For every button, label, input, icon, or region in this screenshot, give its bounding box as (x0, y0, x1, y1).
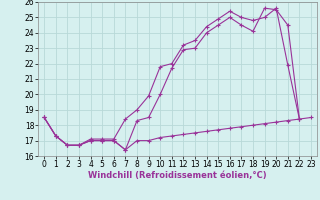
X-axis label: Windchill (Refroidissement éolien,°C): Windchill (Refroidissement éolien,°C) (88, 171, 267, 180)
